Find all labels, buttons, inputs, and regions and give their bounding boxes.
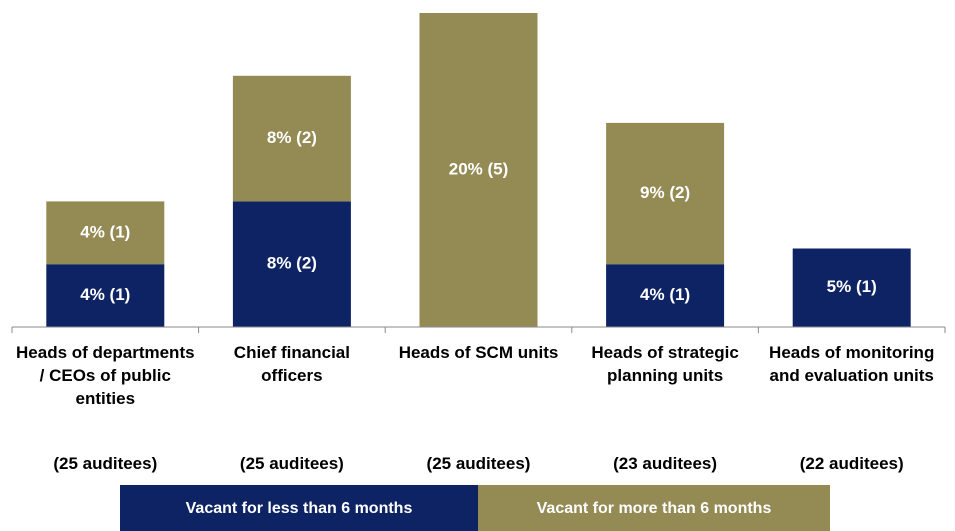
x-tick-sublabel: (23 auditees) <box>613 454 718 473</box>
data-label: 8% (2) <box>267 254 317 273</box>
data-label: 8% (2) <box>267 128 317 147</box>
x-tick-sublabel: (22 auditees) <box>799 454 904 473</box>
x-tick-label: Heads of monitoring and evaluation units <box>769 343 935 385</box>
bar-segment <box>46 264 165 327</box>
x-tick-label: Heads of departments / CEOs of public en… <box>16 343 195 408</box>
x-tick-label: Chief financial officers <box>233 343 350 385</box>
x-tick-label: Heads of strategic planning units <box>591 343 739 385</box>
bar-segment <box>606 122 725 265</box>
bar-segment <box>606 264 725 327</box>
bar-segment <box>232 201 351 327</box>
legend-label: Vacant for less than 6 months <box>186 500 413 517</box>
data-label: 5% (1) <box>827 277 877 296</box>
legend-swatch <box>478 485 830 531</box>
x-tick-sublabel: (25 auditees) <box>239 454 344 473</box>
x-tick-sublabel: (25 auditees) <box>53 454 158 473</box>
data-label: 4% (1) <box>640 285 690 304</box>
legend-label: Vacant for more than 6 months <box>537 500 772 517</box>
data-label: 9% (2) <box>640 183 690 202</box>
x-tick-label: Heads of SCM units <box>398 343 559 362</box>
bar-segment <box>792 248 911 327</box>
bar-segment <box>232 75 351 202</box>
bar-segment <box>419 13 538 327</box>
x-tick-sublabel: (25 auditees) <box>426 454 531 473</box>
bar-segment <box>46 201 165 265</box>
data-label: 4% (1) <box>80 222 130 241</box>
legend-swatch <box>120 485 478 531</box>
data-label: 20% (5) <box>449 159 509 178</box>
data-label: 4% (1) <box>80 285 130 304</box>
